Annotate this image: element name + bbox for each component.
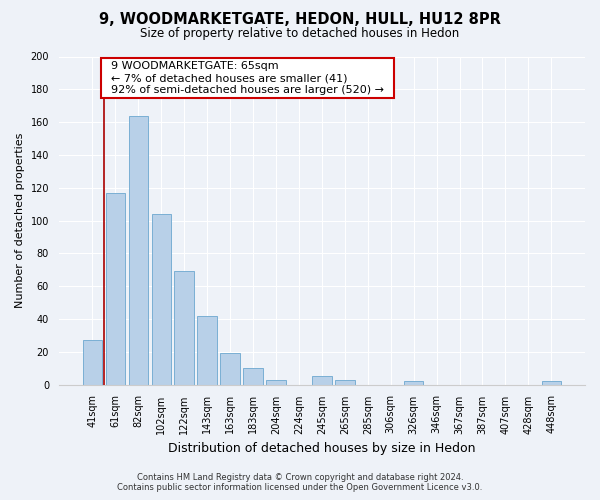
Bar	[220, 354, 240, 384]
Bar	[312, 376, 332, 384]
Bar	[106, 192, 125, 384]
Y-axis label: Number of detached properties: Number of detached properties	[15, 133, 25, 308]
Bar	[128, 116, 148, 384]
Text: 9, WOODMARKETGATE, HEDON, HULL, HU12 8PR: 9, WOODMARKETGATE, HEDON, HULL, HU12 8PR	[99, 12, 501, 28]
Bar	[197, 316, 217, 384]
Bar	[175, 272, 194, 384]
Text: 9 WOODMARKETGATE: 65sqm
  ← 7% of detached houses are smaller (41)
  92% of semi: 9 WOODMARKETGATE: 65sqm ← 7% of detached…	[104, 62, 391, 94]
Bar	[83, 340, 102, 384]
Text: Contains HM Land Registry data © Crown copyright and database right 2024.
Contai: Contains HM Land Registry data © Crown c…	[118, 473, 482, 492]
Bar	[266, 380, 286, 384]
Bar	[152, 214, 171, 384]
Bar	[542, 382, 561, 384]
Bar	[244, 368, 263, 384]
X-axis label: Distribution of detached houses by size in Hedon: Distribution of detached houses by size …	[168, 442, 476, 455]
Bar	[404, 382, 424, 384]
Text: Size of property relative to detached houses in Hedon: Size of property relative to detached ho…	[140, 28, 460, 40]
Bar	[335, 380, 355, 384]
